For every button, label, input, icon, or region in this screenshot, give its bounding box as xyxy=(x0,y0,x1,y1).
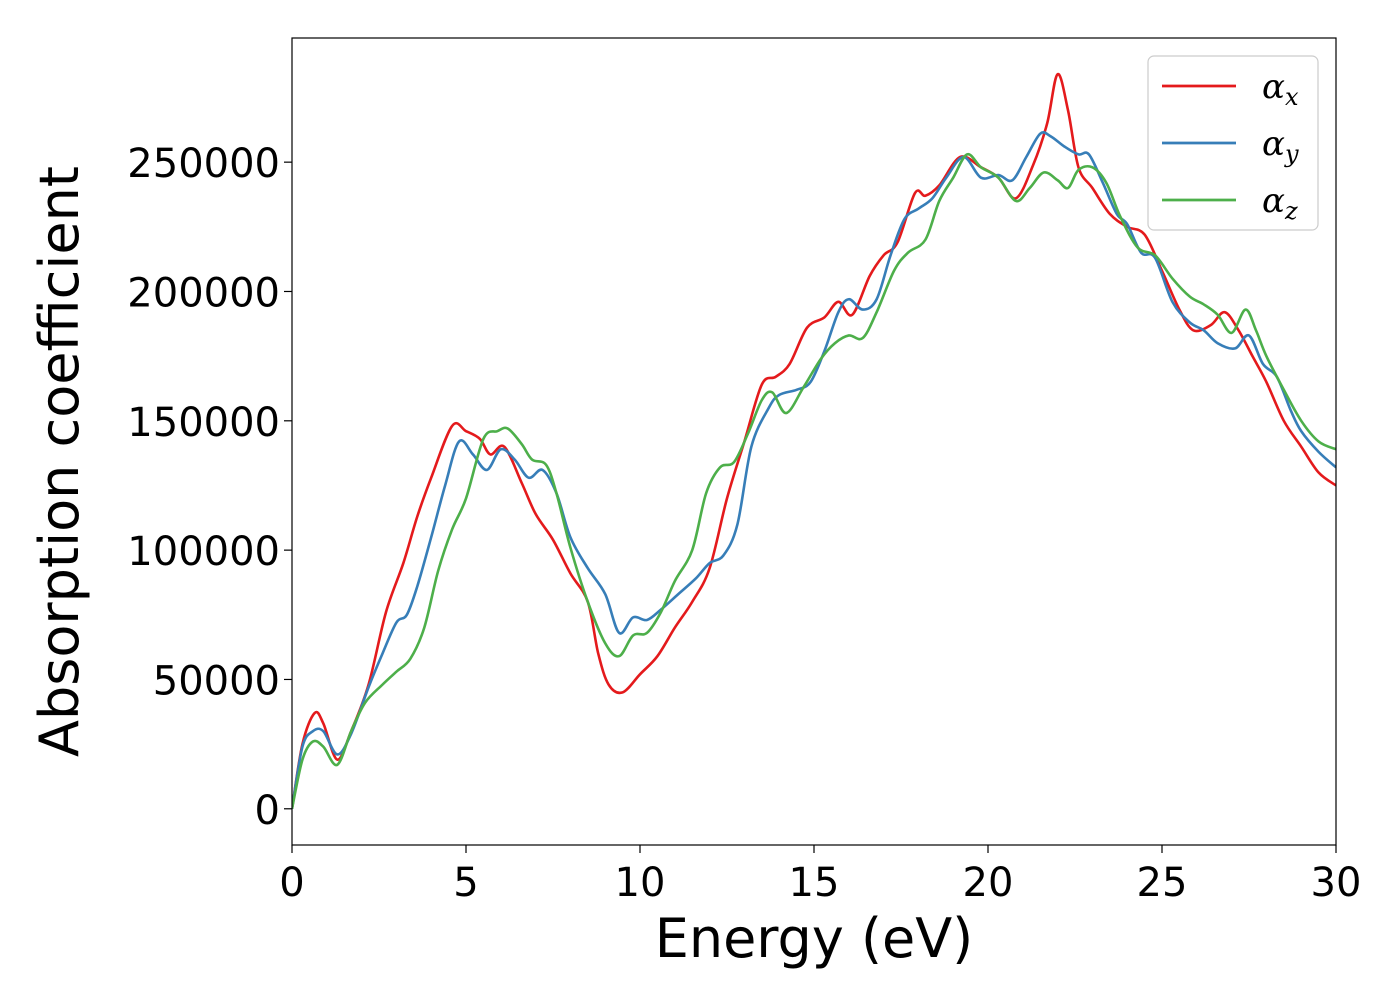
y-tick-label: 250000 xyxy=(127,141,280,187)
legend-label-x: αx xyxy=(1262,67,1299,111)
y-tick-label: 50000 xyxy=(153,658,280,704)
y-tick-label: 200000 xyxy=(127,270,280,316)
x-tick-label: 5 xyxy=(453,860,478,906)
y-tick-label: 0 xyxy=(255,788,280,834)
x-tick-label: 25 xyxy=(1137,860,1188,906)
series-line-z xyxy=(292,152,1336,810)
series-line-y xyxy=(292,131,1336,810)
x-tick-label: 10 xyxy=(615,860,666,906)
x-axis-label: Energy (eV) xyxy=(655,907,974,970)
x-tick-label: 0 xyxy=(279,860,304,906)
legend-label-z: αz xyxy=(1262,181,1298,225)
legend-label-y: αy xyxy=(1262,124,1299,168)
y-tick-label: 150000 xyxy=(127,400,280,446)
x-tick-label: 20 xyxy=(963,860,1014,906)
y-axis-ticks: 0 50000 100000 150000 200000 250000 xyxy=(127,141,292,834)
x-axis-ticks: 0 5 10 15 20 25 30 xyxy=(279,845,1361,906)
x-tick-label: 15 xyxy=(789,860,840,906)
x-tick-label: 30 xyxy=(1311,860,1362,906)
y-tick-label: 100000 xyxy=(127,529,280,575)
legend: αx αy αz xyxy=(1147,55,1319,231)
y-axis-label: Absorption coefficient xyxy=(28,166,91,757)
series-layer xyxy=(292,72,1336,810)
